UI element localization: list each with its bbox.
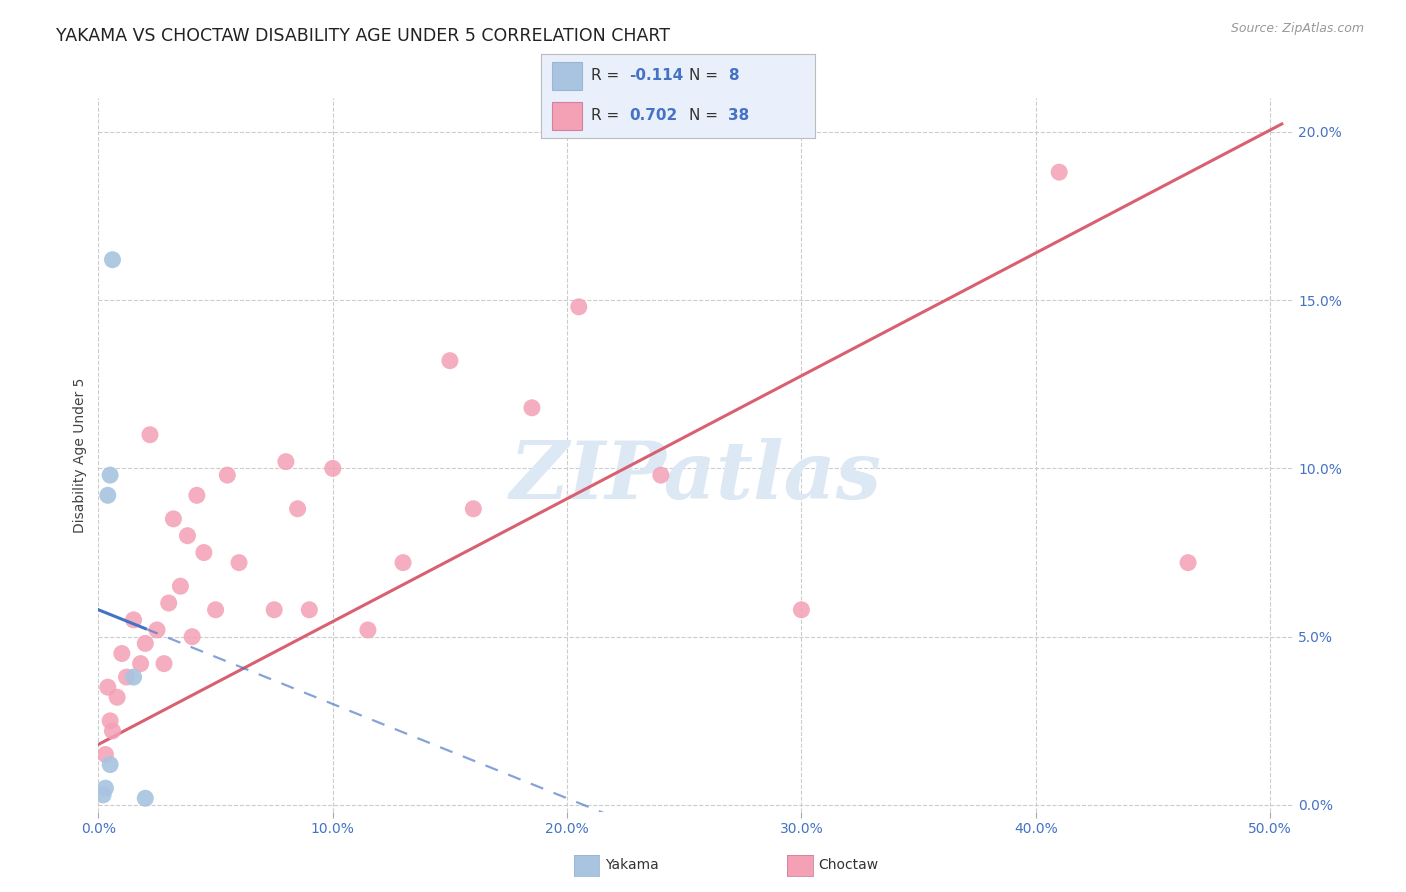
Point — [650, 468, 672, 483]
Text: -0.114: -0.114 — [628, 69, 683, 84]
Point — [98, 757, 121, 772]
Text: Source: ZipAtlas.com: Source: ZipAtlas.com — [1230, 22, 1364, 36]
Point — [94, 781, 117, 796]
Point — [134, 791, 156, 805]
Text: 38: 38 — [728, 108, 749, 123]
Point — [463, 501, 485, 516]
Point — [186, 488, 208, 502]
Text: 0.702: 0.702 — [628, 108, 678, 123]
Point — [287, 501, 309, 516]
Point — [134, 636, 156, 650]
Point — [98, 714, 121, 728]
Point — [181, 630, 204, 644]
Point — [176, 529, 198, 543]
Point — [228, 556, 250, 570]
Text: R =: R = — [591, 108, 624, 123]
Point — [146, 623, 169, 637]
Text: 8: 8 — [728, 69, 738, 84]
Point — [392, 556, 415, 570]
Point — [357, 623, 380, 637]
FancyBboxPatch shape — [553, 62, 582, 90]
Text: Yakama: Yakama — [605, 858, 658, 872]
Text: ZIPatlas: ZIPatlas — [510, 438, 882, 515]
Point — [105, 690, 128, 705]
Point — [122, 613, 145, 627]
Point — [439, 353, 461, 368]
Point — [520, 401, 543, 415]
Point — [98, 468, 121, 483]
Point — [1047, 165, 1070, 179]
Point — [568, 300, 591, 314]
Point — [162, 512, 184, 526]
Point — [204, 603, 226, 617]
Point — [122, 670, 145, 684]
Point — [97, 680, 120, 694]
Point — [1177, 556, 1199, 570]
Point — [169, 579, 191, 593]
Point — [193, 545, 215, 559]
Text: Choctaw: Choctaw — [818, 858, 879, 872]
Point — [101, 252, 124, 267]
Point — [157, 596, 180, 610]
Text: N =: N = — [689, 108, 723, 123]
Text: N =: N = — [689, 69, 723, 84]
Point — [153, 657, 176, 671]
Point — [139, 427, 162, 442]
Text: YAKAMA VS CHOCTAW DISABILITY AGE UNDER 5 CORRELATION CHART: YAKAMA VS CHOCTAW DISABILITY AGE UNDER 5… — [56, 27, 671, 45]
Point — [94, 747, 117, 762]
Point — [129, 657, 152, 671]
Point — [298, 603, 321, 617]
Point — [115, 670, 138, 684]
Point — [91, 788, 114, 802]
Point — [217, 468, 239, 483]
Point — [111, 647, 134, 661]
Point — [274, 455, 297, 469]
FancyBboxPatch shape — [553, 102, 582, 130]
Text: R =: R = — [591, 69, 624, 84]
Y-axis label: Disability Age Under 5: Disability Age Under 5 — [73, 377, 87, 533]
Point — [97, 488, 120, 502]
Point — [101, 723, 124, 738]
Point — [263, 603, 285, 617]
Point — [322, 461, 344, 475]
Point — [790, 603, 813, 617]
